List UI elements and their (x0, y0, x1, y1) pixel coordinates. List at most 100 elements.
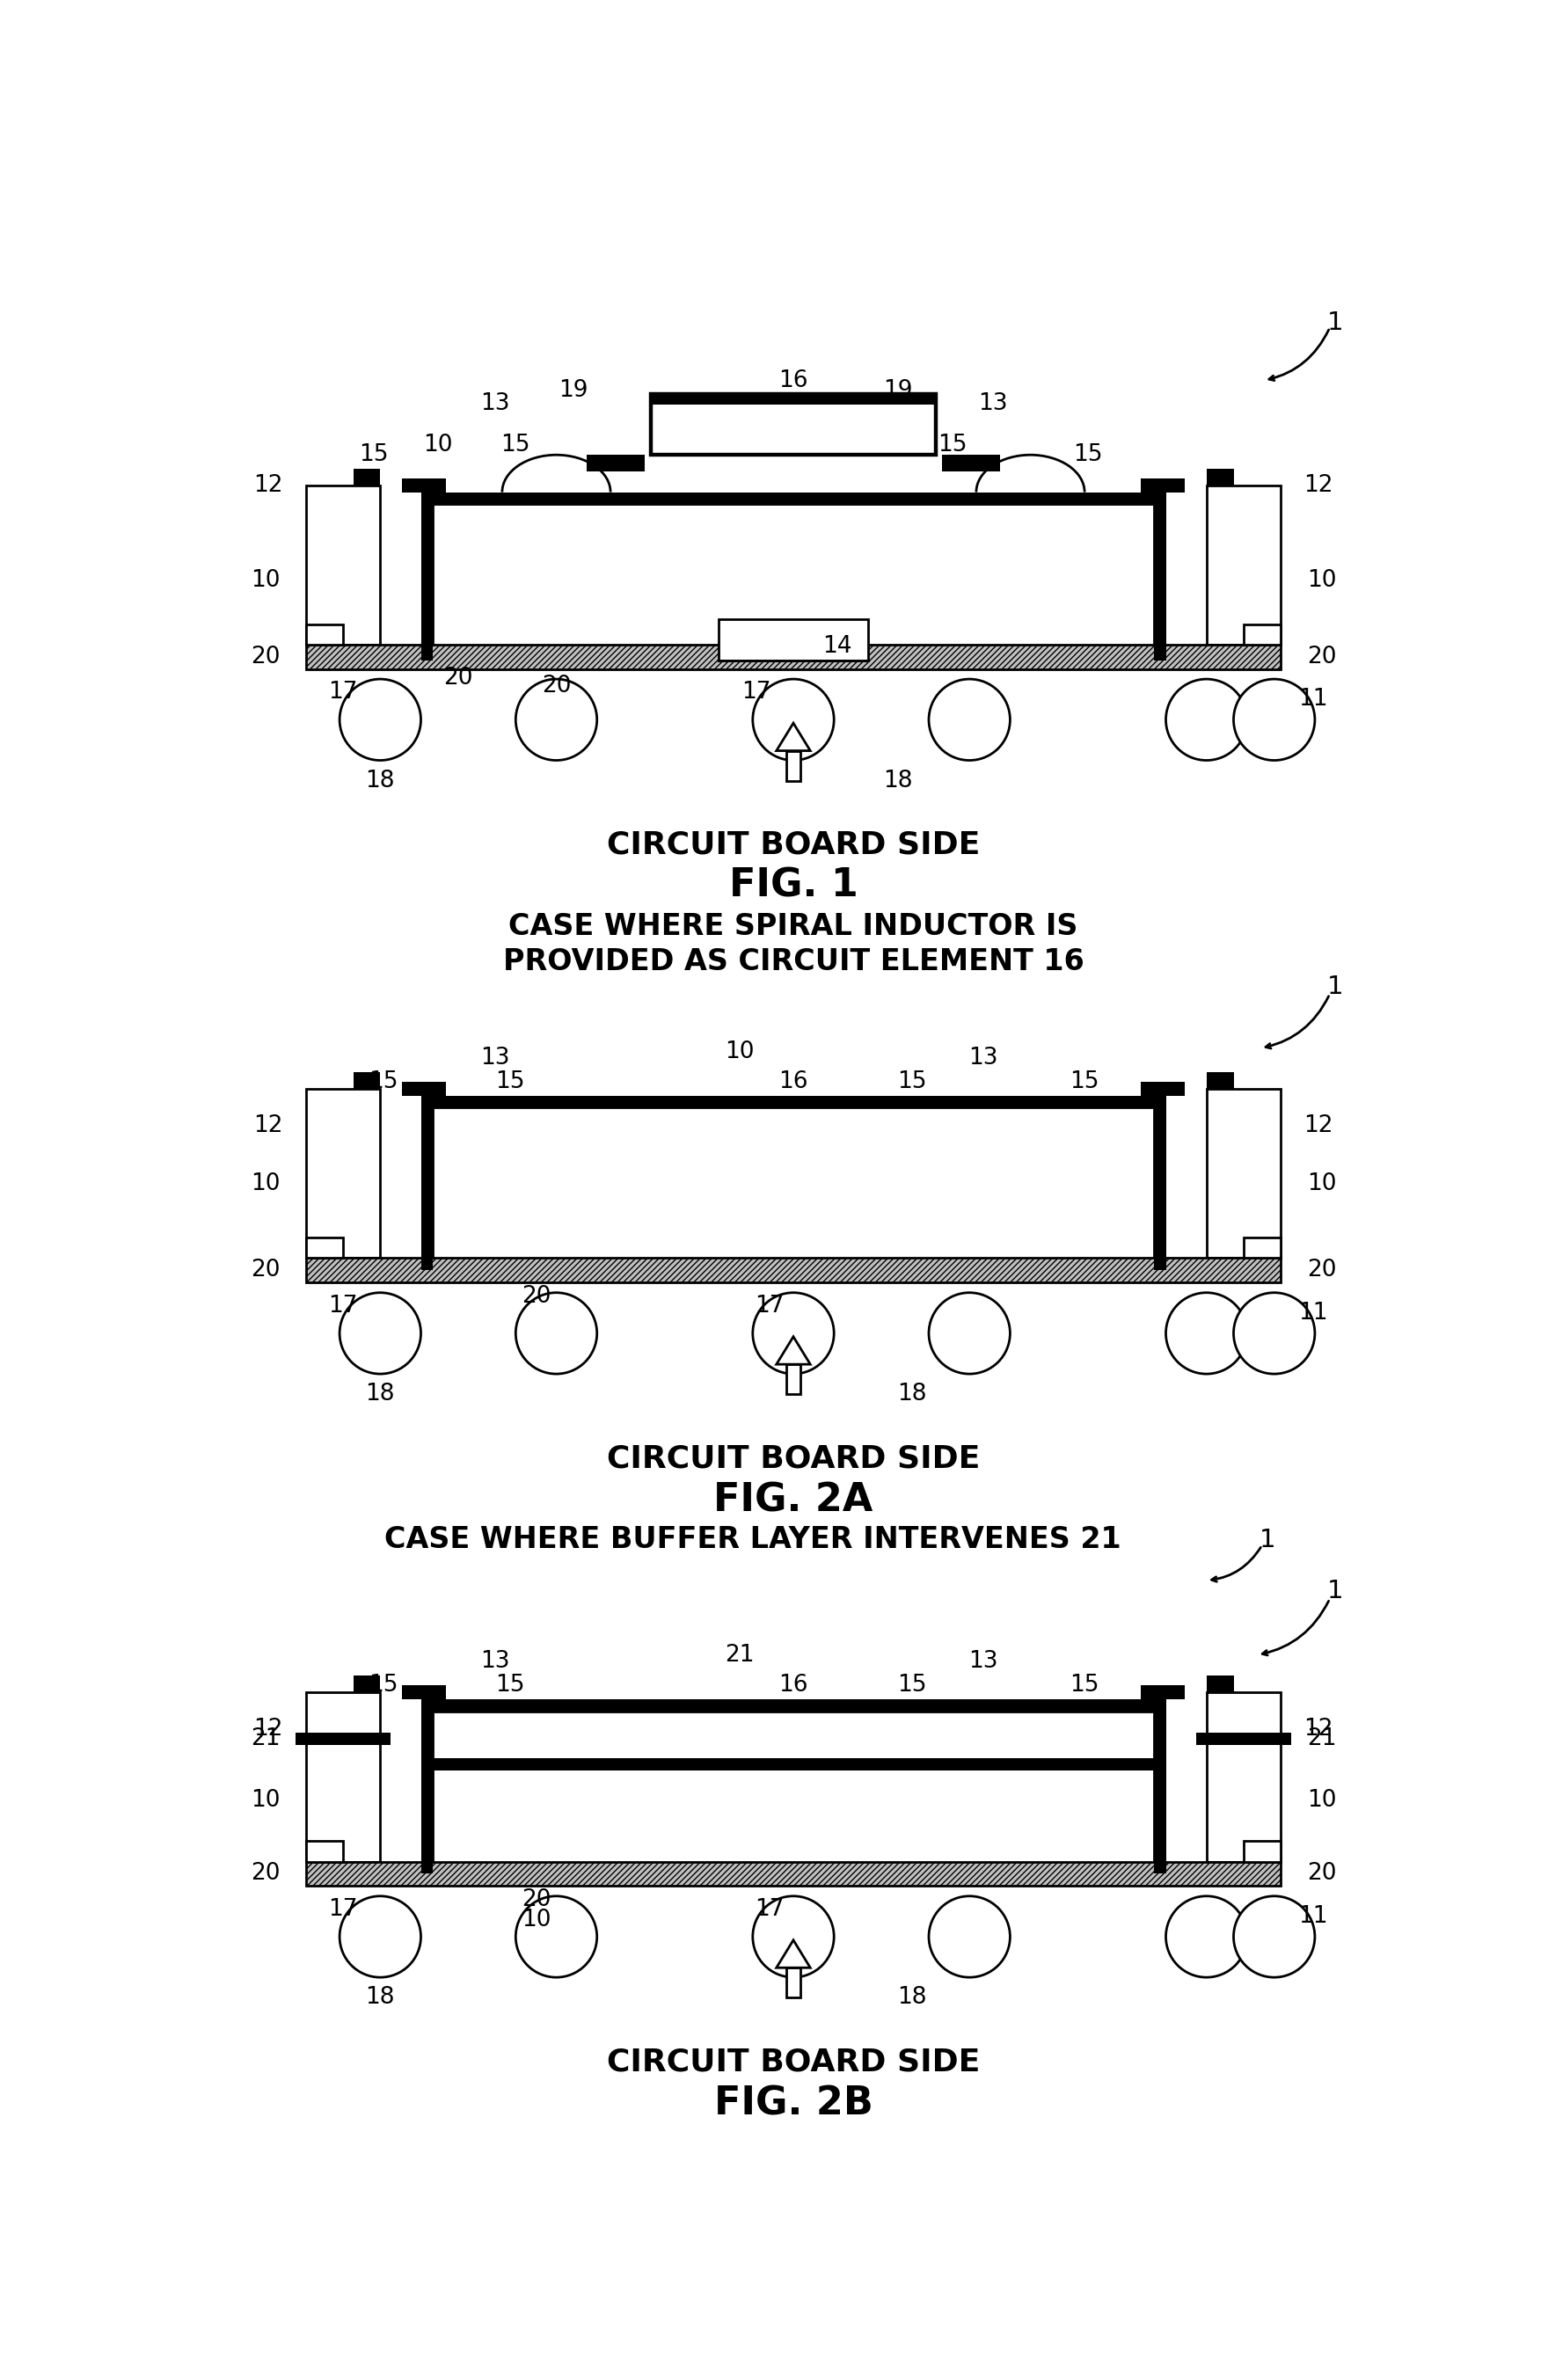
Bar (1153, 1107, 1166, 1271)
Bar (421, 505, 433, 659)
Polygon shape (777, 724, 810, 750)
Text: 10: 10 (1307, 1173, 1336, 1195)
Bar (652, 395, 935, 405)
Text: FIG. 2A: FIG. 2A (714, 1483, 873, 1518)
Text: 17: 17 (741, 681, 771, 704)
Bar (1153, 1711, 1166, 1873)
Text: 20: 20 (1307, 1861, 1336, 1885)
Bar (307, 1088, 381, 1259)
Bar (307, 645, 1282, 669)
Text: 13: 13 (480, 1649, 511, 1673)
Bar (402, 1083, 446, 1095)
Bar (1206, 486, 1282, 645)
Text: 13: 13 (480, 393, 511, 416)
Circle shape (339, 678, 421, 759)
Bar (1243, 624, 1282, 645)
Bar (307, 1259, 1282, 1283)
Bar (1243, 1842, 1282, 1861)
Text: 10: 10 (423, 433, 452, 457)
Text: 15: 15 (938, 433, 968, 457)
Bar (1206, 1692, 1282, 1861)
Text: 20: 20 (443, 666, 472, 690)
Bar (307, 486, 381, 645)
Bar (421, 1095, 1166, 1107)
Bar (421, 1711, 433, 1873)
Text: 10: 10 (1307, 569, 1336, 593)
Text: 20: 20 (542, 674, 571, 697)
Bar (307, 1861, 1282, 1885)
Text: 17: 17 (328, 681, 358, 704)
Text: 17: 17 (755, 1899, 785, 1921)
Text: 20: 20 (1307, 645, 1336, 669)
Text: 14: 14 (822, 635, 851, 657)
Polygon shape (777, 1940, 810, 1968)
Circle shape (515, 678, 598, 759)
Text: 13: 13 (968, 1649, 998, 1673)
Text: 15: 15 (1070, 1673, 1099, 1697)
Text: 20: 20 (522, 1887, 551, 1911)
Circle shape (515, 1292, 598, 1373)
Text: 19: 19 (884, 378, 913, 402)
Text: 20: 20 (251, 1259, 280, 1283)
Text: 21: 21 (251, 1728, 280, 1749)
Bar (943, 455, 1000, 471)
Bar (1206, 1071, 1234, 1088)
Text: 11: 11 (1299, 1904, 1328, 1928)
Circle shape (1166, 1292, 1248, 1373)
Text: 11: 11 (1299, 688, 1328, 712)
Text: 12: 12 (1303, 474, 1333, 497)
Text: 10: 10 (251, 1173, 280, 1195)
Bar (786, 750, 800, 781)
Bar (433, 505, 1153, 659)
Bar (296, 1733, 390, 1745)
Text: 18: 18 (898, 1987, 927, 2009)
Bar (433, 1711, 1153, 1873)
Text: 17: 17 (328, 1295, 358, 1319)
Text: 16: 16 (779, 1673, 808, 1697)
Circle shape (752, 1897, 834, 1978)
Polygon shape (777, 1338, 810, 1364)
Text: 11: 11 (1299, 1302, 1328, 1323)
Text: 15: 15 (1073, 443, 1102, 466)
Text: CIRCUIT BOARD SIDE: CIRCUIT BOARD SIDE (607, 1445, 980, 1473)
Text: 12: 12 (254, 474, 283, 497)
Text: 10: 10 (1307, 1790, 1336, 1811)
Text: 15: 15 (898, 1673, 927, 1697)
Text: CIRCUIT BOARD SIDE: CIRCUIT BOARD SIDE (607, 2047, 980, 2078)
Text: 21: 21 (724, 1645, 754, 1666)
Bar (353, 1071, 381, 1088)
Circle shape (929, 1897, 1009, 1978)
Text: 15: 15 (1070, 1071, 1099, 1092)
Text: 10: 10 (251, 1790, 280, 1811)
Bar (718, 619, 868, 659)
Circle shape (1166, 678, 1248, 759)
Text: 13: 13 (968, 1047, 998, 1069)
Text: 18: 18 (365, 1987, 395, 2009)
Circle shape (1166, 1897, 1248, 1978)
Text: 21: 21 (1307, 1728, 1336, 1749)
Bar (307, 1842, 344, 1861)
Text: 15: 15 (495, 1071, 525, 1092)
Text: 13: 13 (978, 393, 1008, 416)
Bar (1206, 1088, 1282, 1259)
Text: 20: 20 (251, 1861, 280, 1885)
Text: 20: 20 (1307, 1259, 1336, 1283)
Bar (433, 1759, 1153, 1771)
Text: 12: 12 (254, 1114, 283, 1138)
Bar (1153, 505, 1166, 659)
Text: CASE WHERE SPIRAL INDUCTOR IS: CASE WHERE SPIRAL INDUCTOR IS (509, 912, 1077, 940)
Bar (1141, 1685, 1184, 1699)
Circle shape (1234, 1292, 1314, 1373)
Text: 16: 16 (779, 369, 808, 393)
Bar (353, 1676, 381, 1692)
Text: 13: 13 (480, 1047, 511, 1069)
Circle shape (1234, 1897, 1314, 1978)
Text: PROVIDED AS CIRCUIT ELEMENT 16: PROVIDED AS CIRCUIT ELEMENT 16 (503, 947, 1084, 976)
Bar (1243, 1238, 1282, 1259)
Text: 19: 19 (559, 378, 588, 402)
Bar (1206, 469, 1234, 486)
Text: 18: 18 (898, 1383, 927, 1407)
Text: 20: 20 (251, 645, 280, 669)
Text: 10: 10 (251, 569, 280, 593)
Text: 18: 18 (365, 769, 395, 793)
